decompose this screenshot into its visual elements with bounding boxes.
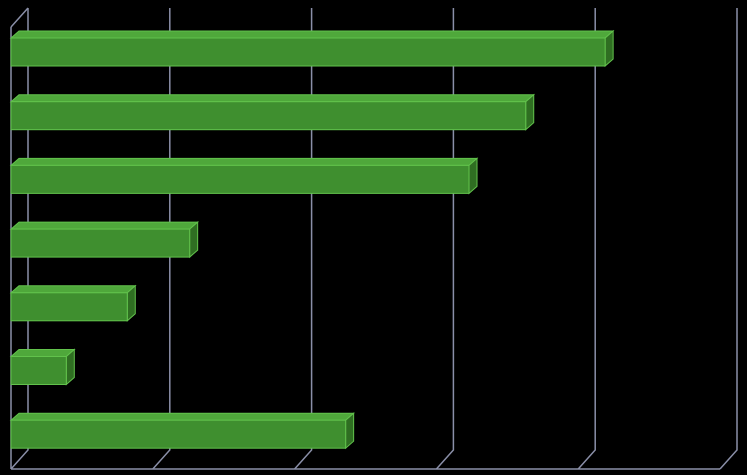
bar-top [9, 94, 536, 103]
bar-top [9, 349, 76, 357]
bar [10, 228, 191, 258]
bar-top [9, 30, 615, 39]
grid-line [10, 8, 29, 470]
bar [10, 164, 470, 194]
grid-line [577, 8, 596, 470]
bar-top [9, 412, 355, 421]
grid-line [719, 8, 738, 470]
bar [10, 101, 527, 131]
bar [10, 356, 67, 385]
bar-top [9, 157, 479, 166]
grid-line [435, 8, 455, 470]
grid-line [152, 8, 171, 470]
bar-top [9, 285, 137, 294]
grid-line [294, 8, 313, 470]
bar-top [9, 221, 199, 230]
wall-edge [10, 7, 29, 28]
bar [10, 419, 347, 449]
bar [10, 292, 128, 322]
bar [10, 37, 606, 67]
